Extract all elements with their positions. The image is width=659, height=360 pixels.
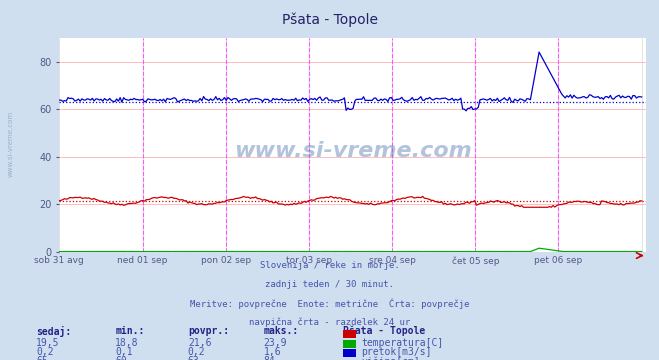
Text: maks.:: maks.: [264,326,299,336]
Text: povpr.:: povpr.: [188,326,229,336]
Text: zadnji teden / 30 minut.: zadnji teden / 30 minut. [265,280,394,289]
Text: 19,5: 19,5 [36,338,60,348]
Text: Pšata - Topole: Pšata - Topole [281,13,378,27]
Text: www.si-vreme.com: www.si-vreme.com [234,141,471,161]
Text: 0,2: 0,2 [36,347,54,357]
Text: 1,6: 1,6 [264,347,281,357]
Text: www.si-vreme.com: www.si-vreme.com [8,111,14,177]
Text: temperatura[C]: temperatura[C] [361,338,444,348]
Text: 60: 60 [115,356,127,360]
Text: 63: 63 [188,356,200,360]
Text: 18,8: 18,8 [115,338,139,348]
Text: 84: 84 [264,356,275,360]
Text: 0,1: 0,1 [115,347,133,357]
Text: 0,2: 0,2 [188,347,206,357]
Text: 23,9: 23,9 [264,338,287,348]
Text: 65: 65 [36,356,48,360]
Text: Meritve: povprečne  Enote: metrične  Črta: povprečje: Meritve: povprečne Enote: metrične Črta:… [190,298,469,309]
Text: višina[cm]: višina[cm] [361,356,420,360]
Text: min.:: min.: [115,326,145,336]
Text: sedaj:: sedaj: [36,326,71,337]
Text: navpična črta - razdelek 24 ur: navpična črta - razdelek 24 ur [249,317,410,327]
Text: Slovenija / reke in morje.: Slovenija / reke in morje. [260,261,399,270]
Text: pretok[m3/s]: pretok[m3/s] [361,347,432,357]
Text: Pšata - Topole: Pšata - Topole [343,326,425,336]
Text: 21,6: 21,6 [188,338,212,348]
